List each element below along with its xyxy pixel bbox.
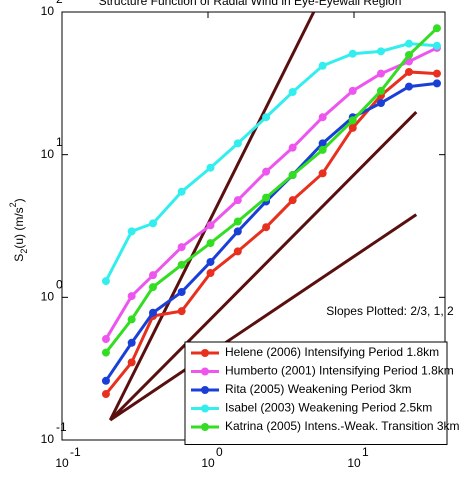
data-point (101, 335, 110, 344)
data-point (206, 257, 215, 266)
data-point (233, 217, 242, 226)
legend-marker (201, 349, 209, 357)
data-point (233, 139, 242, 148)
data-point (404, 39, 413, 48)
data-point (101, 277, 110, 286)
data-point (376, 86, 385, 95)
y-axis-label: S2(u) (m/s2) (8, 198, 29, 261)
y-axis-label-part: S (12, 254, 26, 262)
y-tick-label: 10 (41, 432, 55, 446)
chart-title: Structure Function of Radial Wind in Eye… (99, 0, 402, 8)
y-tick-label: 10 (41, 290, 55, 304)
data-point (206, 269, 215, 278)
legend-label: Katrina (2005) Intens.-Weak. Transition … (225, 419, 460, 433)
legend-marker (201, 386, 209, 394)
y-axis-label-part: 2 (8, 202, 18, 207)
data-point (177, 243, 186, 252)
data-point (288, 196, 297, 205)
data-point (101, 348, 110, 357)
legend-label: Humberto (2001) Intensifying Period 1.8k… (225, 364, 454, 378)
x-tick-exponent: 1 (362, 445, 369, 459)
data-point (376, 99, 385, 108)
data-point (127, 358, 136, 367)
data-point (206, 221, 215, 230)
slope-line (109, 110, 418, 422)
data-point (262, 113, 271, 122)
annotation: Slopes Plotted: 2/3, 1, 2 (326, 304, 454, 318)
data-point (262, 167, 271, 176)
data-point (348, 86, 357, 95)
data-point (376, 47, 385, 56)
data-point (206, 163, 215, 172)
data-point (318, 145, 327, 154)
plot-layer (101, 12, 441, 422)
data-point (177, 187, 186, 196)
y-tick-exponent: 0 (56, 278, 63, 292)
y-tick-exponent: 2 (56, 0, 63, 6)
data-point (262, 223, 271, 232)
legend-marker (201, 423, 209, 431)
data-point (404, 67, 413, 76)
data-point (318, 169, 327, 178)
data-point (288, 87, 297, 96)
data-point (177, 307, 186, 316)
x-tick-exponent: -1 (70, 445, 81, 459)
data-point (262, 193, 271, 202)
data-point (177, 260, 186, 269)
data-point (148, 308, 157, 317)
data-point (148, 271, 157, 280)
legend-box (184, 341, 448, 445)
x-tick-label: 10 (201, 456, 215, 470)
data-point (432, 69, 441, 78)
y-axis-label-part: (u) (m/s (12, 207, 26, 248)
x-tick-label: 10 (347, 456, 361, 470)
data-point (348, 123, 357, 132)
data-point (127, 315, 136, 324)
data-point (288, 143, 297, 152)
slope-line (108, 12, 316, 421)
data-point (148, 283, 157, 292)
data-point (376, 69, 385, 78)
x-tick-label: 10 (55, 456, 69, 470)
data-point (233, 247, 242, 256)
data-point (318, 113, 327, 122)
x-tick-exponent: 0 (216, 445, 223, 459)
data-point (101, 376, 110, 385)
data-point (177, 287, 186, 296)
y-axis-label-part: 2 (19, 249, 29, 254)
data-point (404, 82, 413, 91)
data-point (318, 61, 327, 70)
y-tick-exponent: 1 (56, 135, 63, 149)
legend-label: Helene (2006) Intensifying Period 1.8km (225, 345, 439, 359)
data-point (404, 50, 413, 59)
data-point (288, 171, 297, 180)
data-point (148, 219, 157, 228)
slope-line (109, 213, 418, 422)
y-tick-label: 10 (41, 147, 55, 161)
legend-marker (201, 367, 209, 376)
data-point (432, 79, 441, 88)
legend-label: Isabel (2003) Weakening Period 2.5km (225, 401, 432, 415)
data-point (127, 292, 136, 301)
data-point (432, 24, 441, 33)
y-tick-exponent: -1 (56, 420, 67, 434)
data-point (348, 116, 357, 125)
y-axis-label-part: ) (12, 198, 26, 202)
data-point (101, 390, 110, 399)
data-point (233, 196, 242, 205)
data-point (127, 227, 136, 236)
legend-marker (201, 404, 209, 413)
data-point (432, 41, 441, 50)
data-point (318, 139, 327, 148)
data-point (348, 49, 357, 58)
legend-label: Rita (2005) Weakening Period 3km (225, 382, 412, 396)
data-point (127, 338, 136, 347)
y-tick-label: 10 (41, 4, 55, 18)
data-point (233, 227, 242, 236)
data-point (206, 239, 215, 248)
